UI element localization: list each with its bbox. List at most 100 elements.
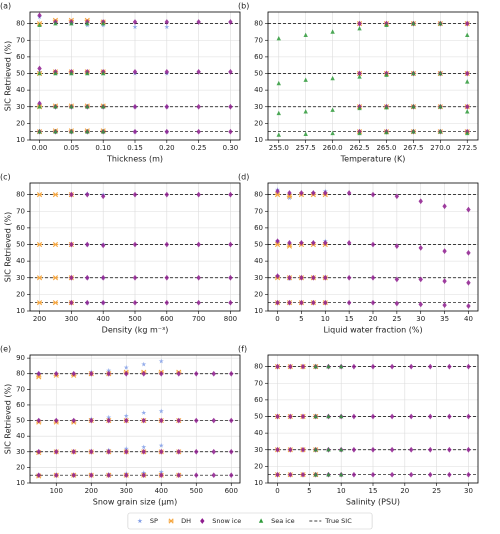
marker xyxy=(132,241,138,248)
axes-frame xyxy=(267,354,479,484)
marker xyxy=(300,446,306,453)
marker xyxy=(465,79,470,84)
marker xyxy=(384,104,389,110)
marker xyxy=(36,374,42,380)
y-tick-label: 20 xyxy=(254,462,263,470)
marker xyxy=(357,25,362,31)
x-tick-label: 30 xyxy=(464,487,473,495)
y-tick-label: 80 xyxy=(254,363,263,371)
marker xyxy=(196,19,201,25)
marker xyxy=(286,243,293,249)
y-tick-label: 40 xyxy=(16,257,25,265)
marker xyxy=(311,274,316,281)
x-tick-label: 500 xyxy=(190,487,203,495)
marker xyxy=(351,413,357,420)
marker xyxy=(303,32,308,38)
marker xyxy=(71,370,76,377)
y-tick-label: 30 xyxy=(254,446,263,454)
x-tick-label: 0.00 xyxy=(32,144,48,152)
marker xyxy=(408,413,414,420)
marker xyxy=(465,130,470,136)
marker xyxy=(100,129,106,134)
marker xyxy=(323,190,328,196)
marker xyxy=(158,442,164,448)
x-axis-label: Thickness (m) xyxy=(106,155,163,164)
marker xyxy=(389,363,395,370)
y-tick-label: 30 xyxy=(16,103,25,111)
x-tick-label: 0.30 xyxy=(223,144,239,152)
marker xyxy=(338,472,344,477)
marker xyxy=(287,299,292,306)
panel-label: (c) xyxy=(0,173,11,182)
marker xyxy=(313,413,318,419)
marker xyxy=(466,446,471,453)
marker xyxy=(132,274,138,281)
marker xyxy=(176,370,181,377)
y-tick-label: 20 xyxy=(254,119,263,127)
marker xyxy=(303,109,308,114)
x-tick-label: 800 xyxy=(224,315,237,323)
x-tick-label: 0 xyxy=(275,315,279,323)
legend-swatch xyxy=(200,518,205,524)
legend-swatch xyxy=(258,518,264,523)
marker xyxy=(196,241,201,248)
marker xyxy=(465,103,470,110)
marker xyxy=(346,239,352,246)
y-tick-label: 80 xyxy=(16,20,25,28)
y-tick-label: 60 xyxy=(254,224,263,232)
panel-label: (d) xyxy=(238,173,249,182)
marker xyxy=(176,472,181,479)
y-tick-label: 80 xyxy=(16,370,25,378)
y-tick-label: 60 xyxy=(16,53,25,61)
y-tick-label: 70 xyxy=(16,207,25,215)
marker xyxy=(418,301,423,308)
y-tick-label: 70 xyxy=(254,379,263,387)
marker xyxy=(176,417,181,424)
marker xyxy=(164,19,170,25)
x-tick-label: 300 xyxy=(120,487,133,495)
x-tick-label: 400 xyxy=(155,487,168,495)
x-tick-label: 257.5 xyxy=(296,144,316,152)
marker xyxy=(286,195,292,201)
y-axis-label: SIC Retrieved (%) xyxy=(4,41,13,111)
marker xyxy=(100,193,106,200)
x-tick-label: 0 xyxy=(275,487,279,495)
marker xyxy=(274,241,281,248)
marker xyxy=(228,128,233,135)
marker xyxy=(132,299,138,306)
x-tick-label: 700 xyxy=(192,315,205,323)
marker xyxy=(194,370,199,377)
marker xyxy=(229,370,234,377)
marker xyxy=(276,110,281,116)
marker xyxy=(338,363,344,369)
marker xyxy=(370,363,376,370)
x-tick-label: 5 xyxy=(307,487,311,495)
marker xyxy=(194,417,199,424)
marker xyxy=(164,24,170,30)
marker xyxy=(196,68,201,75)
y-tick-label: 50 xyxy=(16,70,25,78)
axes-frame xyxy=(267,182,479,312)
marker xyxy=(299,239,304,246)
marker xyxy=(447,471,452,478)
marker xyxy=(85,104,90,109)
marker xyxy=(54,417,59,424)
marker xyxy=(158,469,164,475)
marker xyxy=(100,274,106,281)
marker xyxy=(85,299,90,306)
marker xyxy=(85,20,90,26)
marker xyxy=(53,70,58,76)
marker xyxy=(313,363,318,369)
marker xyxy=(357,105,362,111)
y-tick-label: 30 xyxy=(254,103,263,111)
marker xyxy=(411,70,416,76)
marker xyxy=(196,299,201,306)
y-tick-label: 10 xyxy=(16,307,25,315)
y-tick-label: 20 xyxy=(16,290,25,298)
marker xyxy=(438,70,443,76)
marker xyxy=(438,20,443,26)
y-tick-label: 30 xyxy=(254,274,263,282)
marker xyxy=(466,303,471,309)
y-tick-label: 20 xyxy=(254,290,263,298)
